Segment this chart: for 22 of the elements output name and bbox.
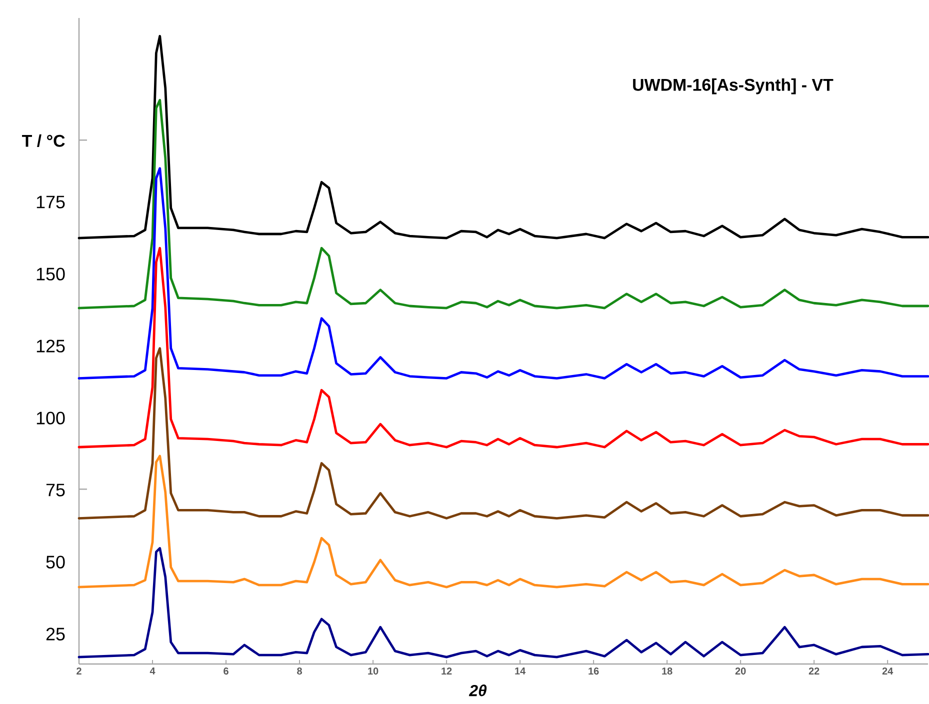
x-tick-label: 22 <box>808 668 820 674</box>
y-axis-title: T / °C <box>22 134 65 148</box>
y-tick-label: 50 <box>46 556 65 568</box>
x-tick-label: 24 <box>882 668 894 674</box>
x-tick-label: 8 <box>297 668 302 675</box>
x-tick-label: 18 <box>662 668 672 675</box>
x-tick-label: 4 <box>150 668 156 674</box>
x-tick-label: 14 <box>515 668 526 674</box>
x-tick-label: 12 <box>442 668 452 674</box>
y-tick-label: 100 <box>36 412 65 424</box>
x-axis-title: 2θ <box>468 684 487 696</box>
y-tick-label: 25 <box>46 628 65 640</box>
x-tick-label: 16 <box>588 668 599 675</box>
x-tick-label: 10 <box>368 668 378 675</box>
y-tick-label: 75 <box>46 484 65 496</box>
y-tick-label: 175 <box>36 196 65 208</box>
y-tick-label: 150 <box>36 268 65 280</box>
x-tick-label: 6 <box>224 668 228 675</box>
y-tick-label: 125 <box>36 340 65 352</box>
x-tick-label: 20 <box>735 668 746 675</box>
x-tick-label: 2 <box>76 668 82 674</box>
text: UWDM-16[As-Synth] - VT <box>633 78 834 94</box>
